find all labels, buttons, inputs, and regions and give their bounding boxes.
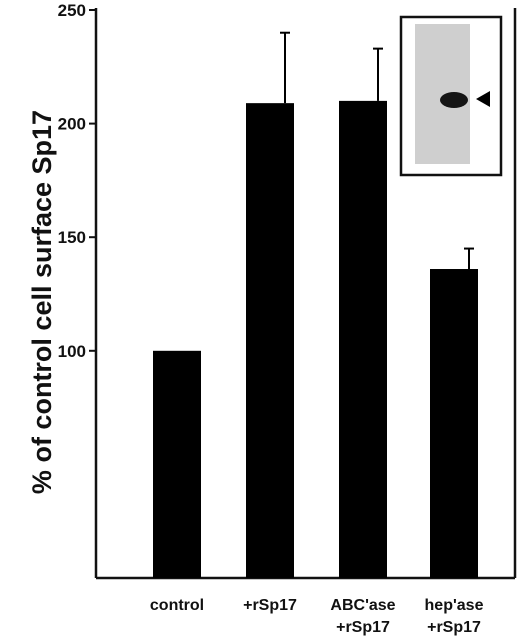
y-tick-label: 100 [58,342,86,361]
x-tick-label: control [150,597,204,614]
x-tick-labels: control +rSp17 ABC'ase +rSp17 hep'ase +rSp17 [150,597,484,636]
bar [153,350,201,578]
bar [339,100,387,578]
bars [153,100,478,578]
arrowhead-icon [476,91,490,107]
x-tick-label: hep'ase +rSp17 [425,597,484,636]
y-tick-label: 250 [58,1,86,20]
bar [246,103,294,578]
inset-blot [399,15,503,177]
y-tick-label: 150 [58,228,86,247]
blot-band [440,92,468,108]
y-ticks: 100 150 200 250 [58,1,96,361]
bar [430,269,478,578]
x-tick-label: ABC'ase +rSp17 [330,597,395,636]
y-axis-label: % of control cell surface Sp17 [27,110,57,494]
error-bars [280,31,474,270]
x-tick-label: +rSp17 [243,597,297,614]
y-tick-label: 200 [58,115,86,134]
